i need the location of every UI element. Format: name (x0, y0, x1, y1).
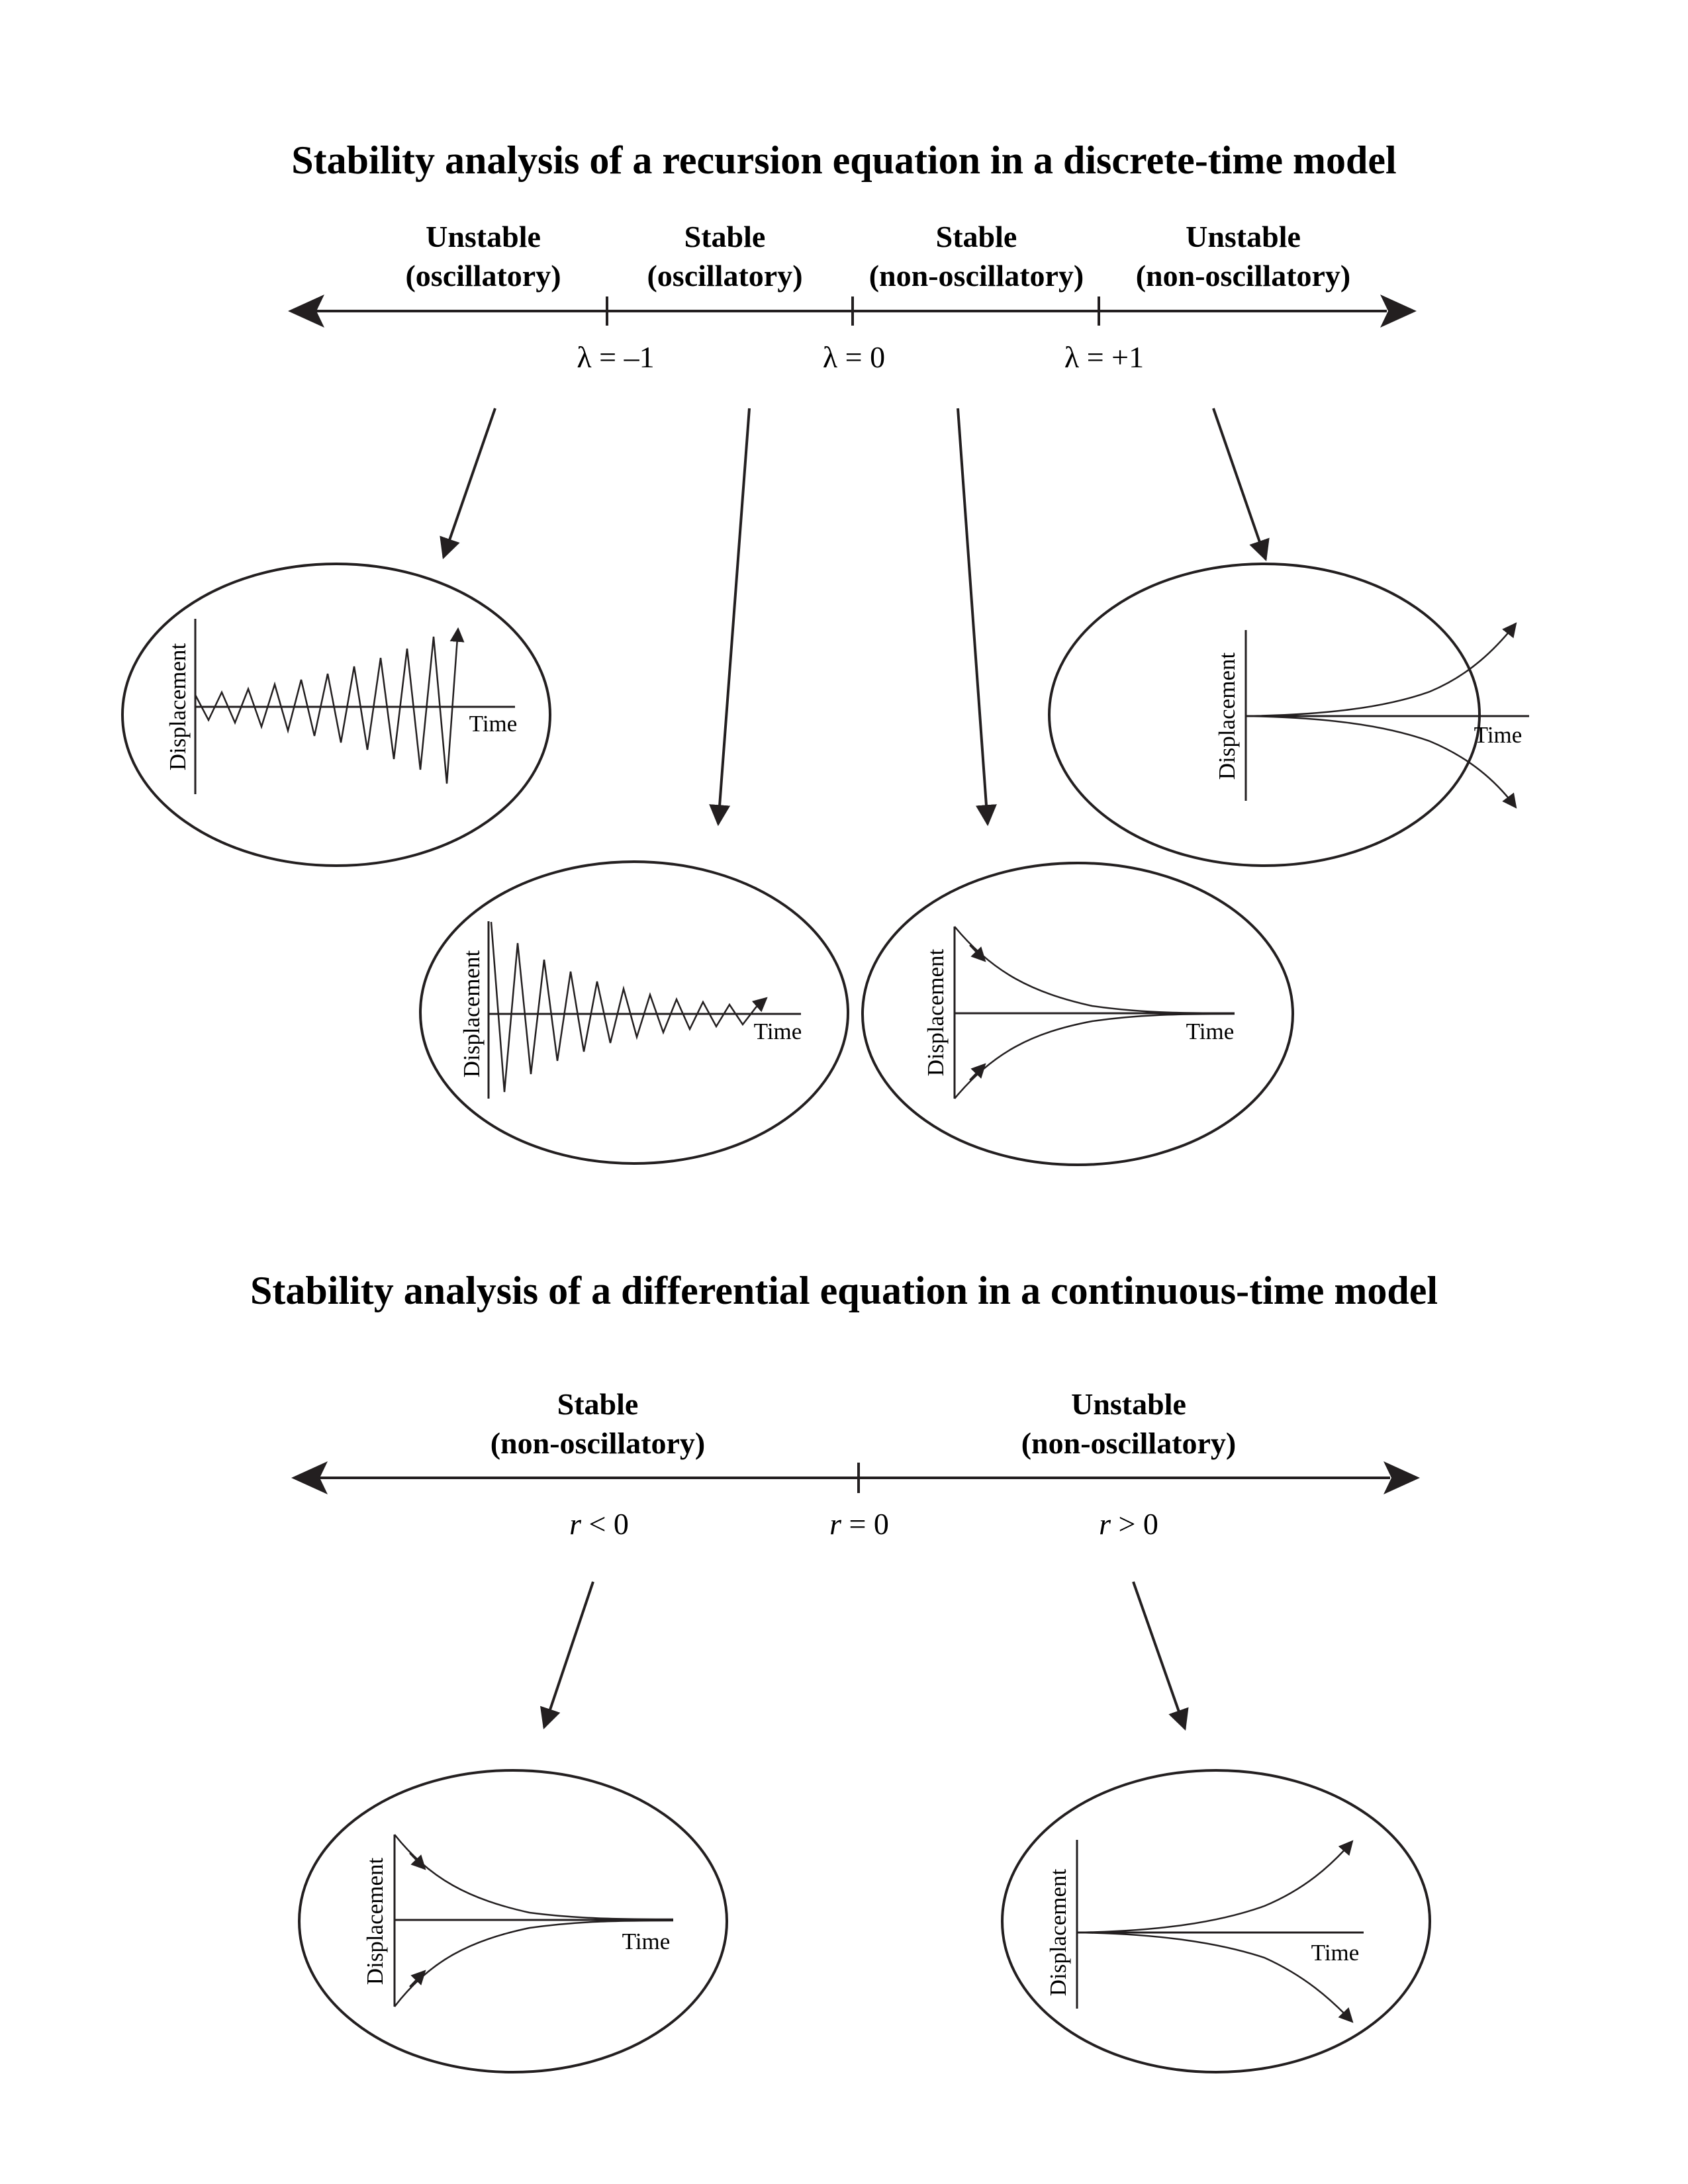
x-axis-label: Time (622, 1929, 671, 1954)
decay-curve-upper (954, 926, 1235, 1015)
arrow-upper (969, 944, 986, 962)
region-label-stable-non-oscillatory: Stable (936, 220, 1017, 253)
tick-label-lambda-0: λ = 0 (823, 340, 885, 374)
discrete-number-line (288, 295, 1417, 328)
plot-continuous-stable: Displacement Time (298, 1769, 728, 2073)
decay-curve-lower (394, 1919, 674, 2007)
pointer-arrow-stable-oscillatory (709, 408, 751, 827)
plot-unstable-non-oscillatory: Displacement Time (1048, 563, 1529, 867)
y-axis-label: Displacement (923, 949, 949, 1077)
pointer-arrow-unstable-non-oscillatory (1212, 408, 1270, 562)
number-line-right-arrowhead (1380, 295, 1417, 328)
pointer-arrow-stable (540, 1581, 594, 1730)
growth-curve-upper (1076, 1840, 1354, 1934)
x-axis-label: Time (754, 1019, 802, 1044)
growth-curve-lower (1076, 1931, 1354, 2023)
arrow-lower (969, 1063, 986, 1081)
oscillation-curve (490, 921, 768, 1093)
y-axis-label: Displacement (459, 950, 485, 1078)
region-sublabel-stable-oscillatory: (oscillatory) (647, 259, 802, 293)
x-axis-label: Time (1186, 1019, 1235, 1044)
y-axis-label: Displacement (165, 643, 191, 771)
region-label-stable-oscillatory: Stable (684, 220, 766, 253)
discrete-title: Stability analysis of a recursion equati… (291, 138, 1396, 182)
oscillation-curve (194, 627, 465, 784)
region-label-unstable-oscillatory: Unstable (426, 220, 541, 253)
y-axis-label: Displacement (1214, 653, 1240, 780)
y-axis-label: Displacement (1045, 1869, 1071, 1997)
x-axis-label: Time (1474, 722, 1523, 748)
region-label-unstable-non-oscillatory: Unstable (1186, 220, 1301, 253)
region-label-stable: Stable (557, 1387, 639, 1421)
pointer-arrow-unstable (1132, 1581, 1189, 1731)
continuous-number-line (291, 1461, 1420, 1494)
plot-stable-oscillatory: Displacement Time (419, 860, 849, 1165)
region-sublabel-unstable-oscillatory: (oscillatory) (405, 259, 561, 293)
tick-label-r-less-0: r < 0 (569, 1507, 629, 1541)
plot-unstable-oscillatory: Displacement Time (121, 563, 551, 867)
tick-label-lambda-plus-1: λ = +1 (1064, 340, 1144, 374)
number-line-left-arrowhead (291, 1461, 328, 1494)
number-line-left-arrowhead (288, 295, 324, 328)
decay-curve-upper (394, 1834, 674, 1921)
region-sublabel-stable-non-oscillatory: (non-oscillatory) (869, 259, 1084, 293)
arrow-upper (409, 1852, 426, 1870)
decay-curve-lower (954, 1013, 1235, 1099)
y-axis-label: Displacement (362, 1858, 388, 1985)
continuous-title: Stability analysis of a differential equ… (250, 1269, 1438, 1312)
region-label-unstable: Unstable (1071, 1387, 1186, 1421)
plot-continuous-unstable: Displacement Time (1001, 1769, 1431, 2073)
arrow-lower (409, 1970, 426, 1987)
x-axis-label: Time (1311, 1940, 1360, 1966)
tick-label-r-equals-0: r = 0 (829, 1507, 889, 1541)
region-sublabel-unstable: (non-oscillatory) (1021, 1426, 1237, 1460)
region-sublabel-unstable-non-oscillatory: (non-oscillatory) (1136, 259, 1351, 293)
plot-stable-non-oscillatory: Displacement Time (861, 862, 1294, 1166)
x-axis-label: Time (469, 711, 518, 737)
region-sublabel-stable: (non-oscillatory) (491, 1426, 706, 1460)
growth-curve-lower (1245, 715, 1517, 809)
growth-curve-upper (1245, 622, 1517, 717)
tick-label-r-greater-0: r > 0 (1099, 1507, 1158, 1541)
pointer-arrow-unstable-oscillatory (440, 408, 496, 560)
pointer-arrow-stable-non-oscillatory (957, 408, 997, 827)
number-line-right-arrowhead (1383, 1461, 1420, 1494)
tick-label-lambda-minus-1: λ = –1 (577, 340, 654, 374)
